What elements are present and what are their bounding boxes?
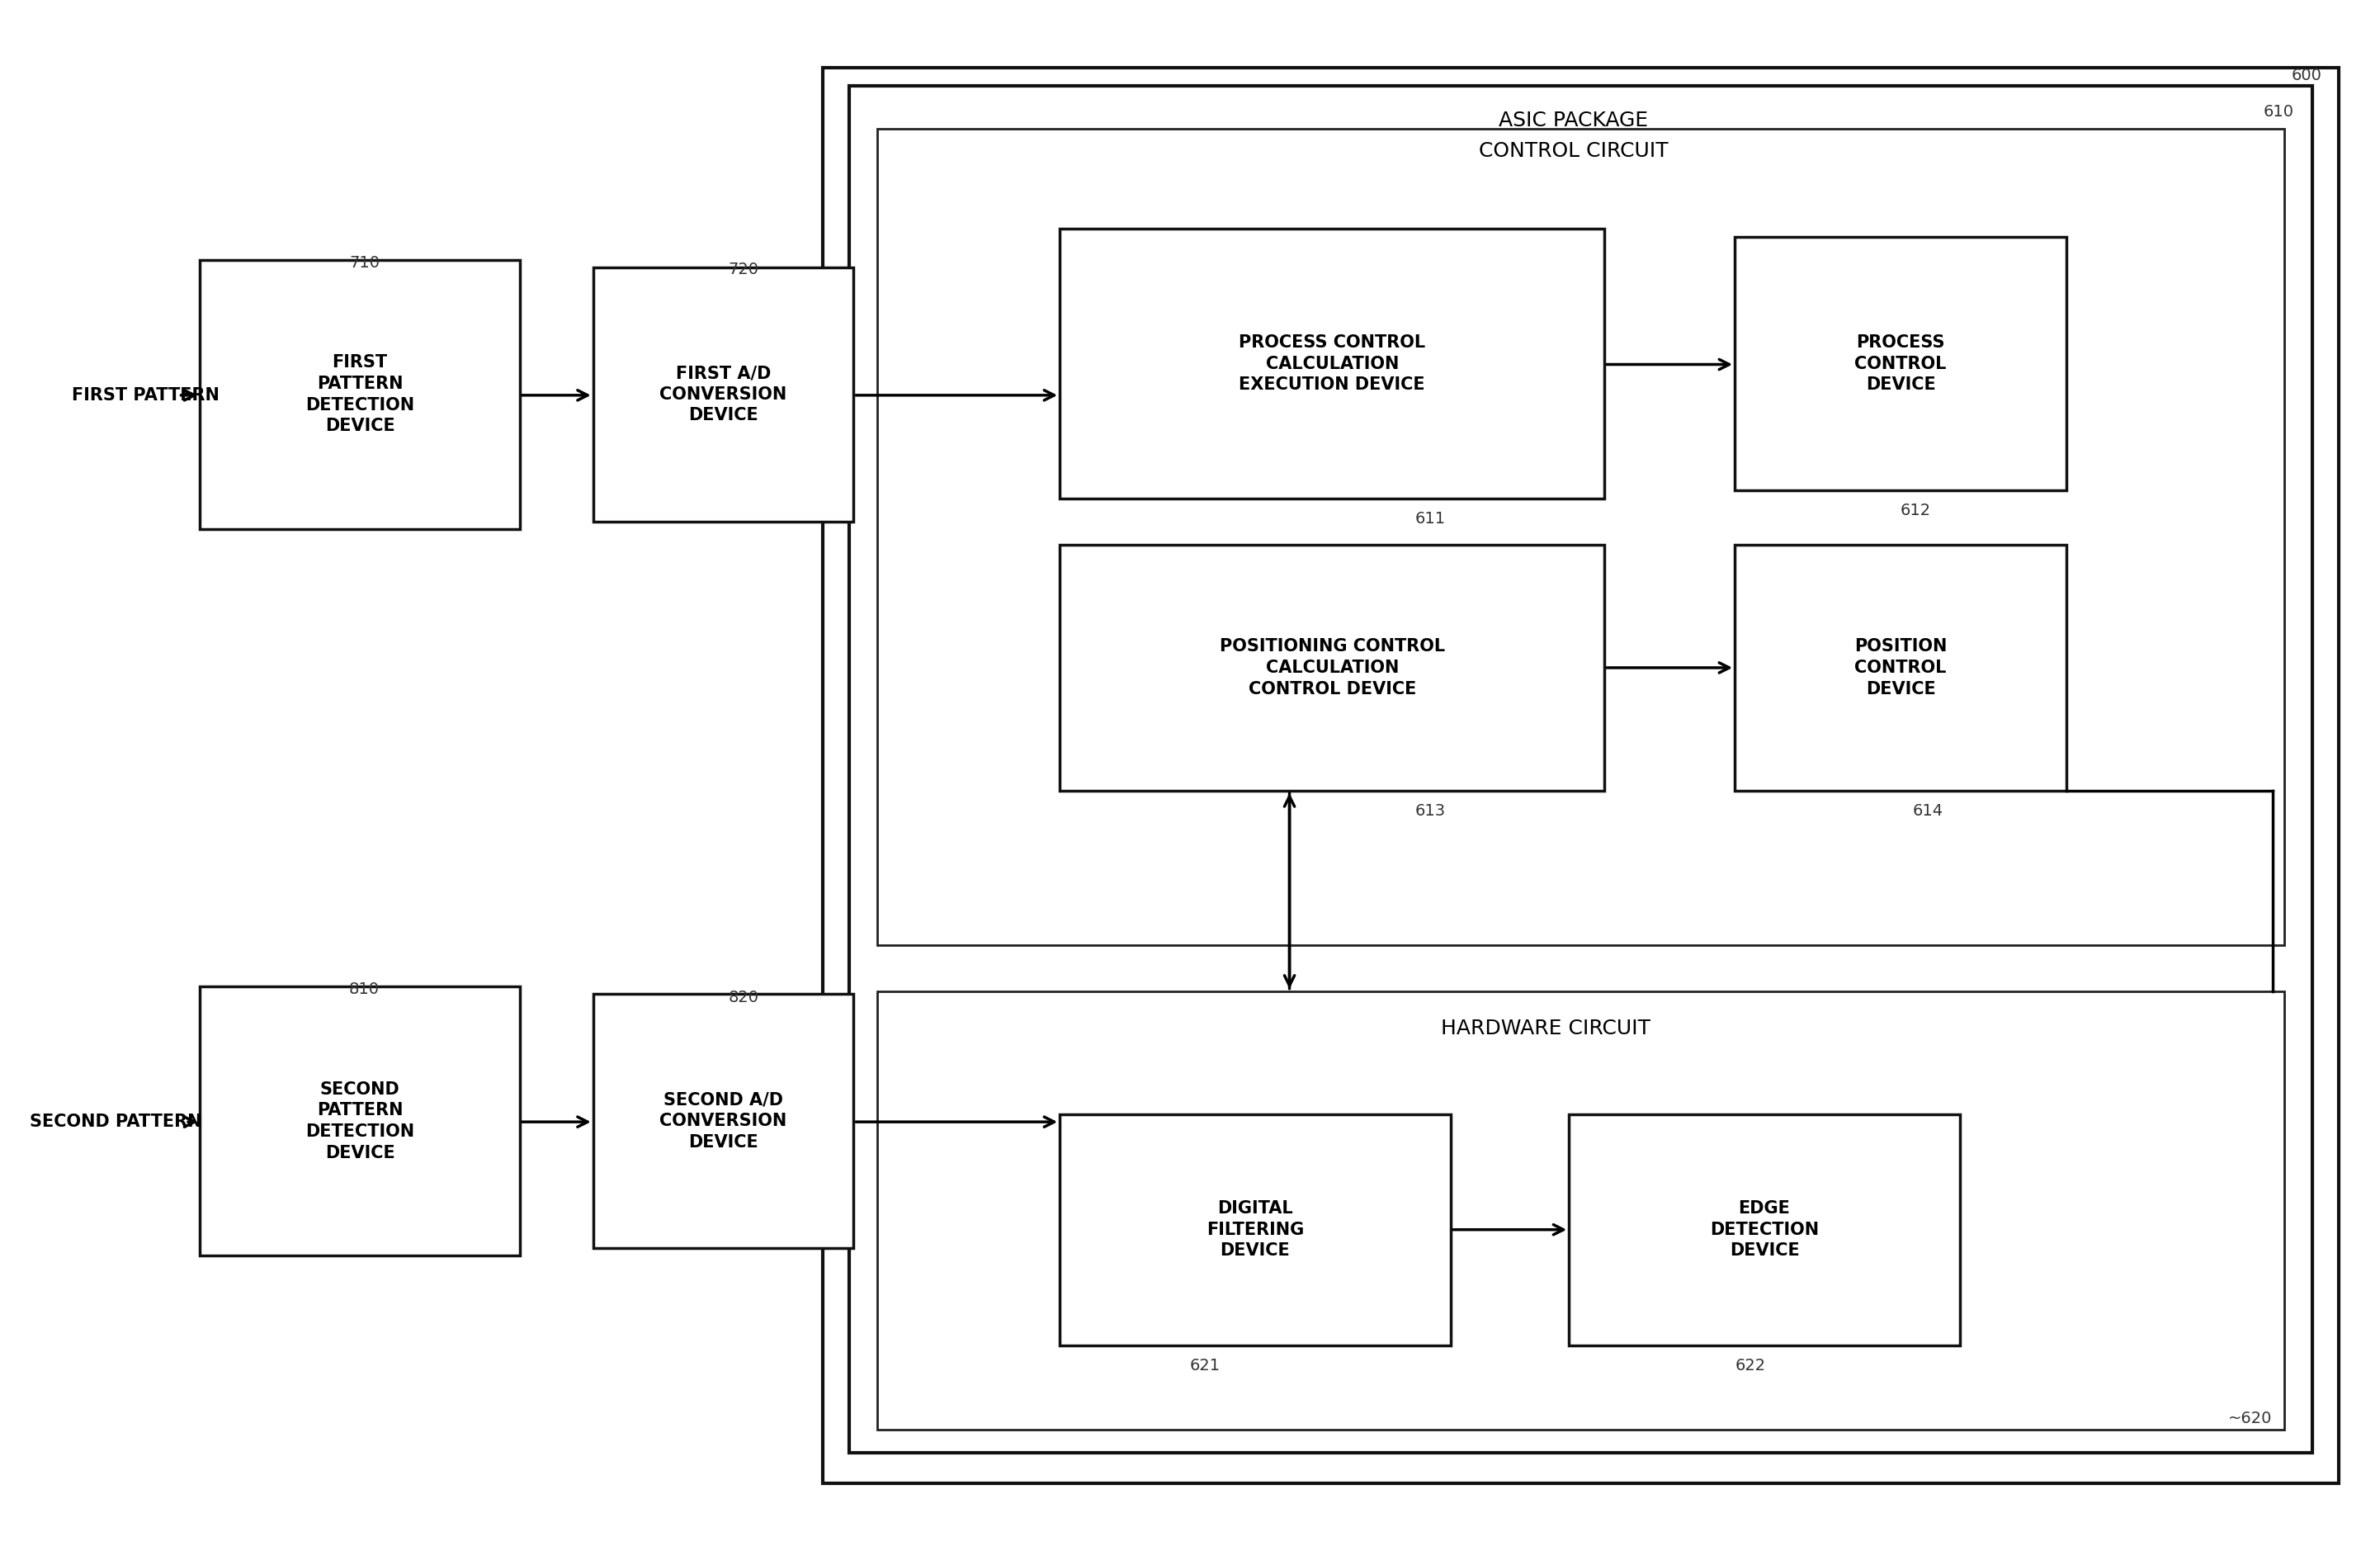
Bar (1059, 1114, 1449, 1345)
Bar (1059, 230, 1604, 498)
Text: 622: 622 (1735, 1357, 1766, 1373)
Text: CONTROL CIRCUIT: CONTROL CIRCUIT (1478, 141, 1668, 161)
Bar (878, 991, 2285, 1430)
Text: SECOND A/D
CONVERSION
DEVICE: SECOND A/D CONVERSION DEVICE (659, 1092, 788, 1151)
Bar (200, 986, 519, 1256)
Text: POSITIONING CONTROL
CALCULATION
CONTROL DEVICE: POSITIONING CONTROL CALCULATION CONTROL … (1219, 639, 1445, 696)
Bar (850, 85, 2313, 1453)
Bar (1059, 544, 1604, 791)
Text: HARDWARE CIRCUIT: HARDWARE CIRCUIT (1440, 1019, 1649, 1039)
Text: 600: 600 (2292, 67, 2323, 84)
Text: 612: 612 (1902, 503, 1930, 518)
Text: FIRST A/D
CONVERSION
DEVICE: FIRST A/D CONVERSION DEVICE (659, 364, 788, 423)
Text: PROCESS CONTROL
CALCULATION
EXECUTION DEVICE: PROCESS CONTROL CALCULATION EXECUTION DE… (1240, 335, 1426, 392)
Bar (1735, 237, 2066, 490)
Text: DIGITAL
FILTERING
DEVICE: DIGITAL FILTERING DEVICE (1207, 1200, 1304, 1259)
Text: 614: 614 (1914, 803, 1942, 819)
Text: FIRST PATTERN: FIRST PATTERN (71, 388, 219, 403)
Text: FIRST
PATTERN
DETECTION
DEVICE: FIRST PATTERN DETECTION DEVICE (305, 355, 414, 434)
Bar (878, 129, 2285, 945)
Text: SECOND PATTERN: SECOND PATTERN (29, 1114, 202, 1131)
Text: 610: 610 (2263, 104, 2294, 119)
Text: 621: 621 (1190, 1357, 1221, 1373)
Text: POSITION
CONTROL
DEVICE: POSITION CONTROL DEVICE (1854, 639, 1947, 696)
Bar (593, 994, 854, 1249)
Text: ~620: ~620 (2228, 1411, 2273, 1427)
Bar (1735, 544, 2066, 791)
Text: 613: 613 (1416, 803, 1445, 819)
Text: 710: 710 (350, 254, 381, 271)
Text: EDGE
DETECTION
DEVICE: EDGE DETECTION DEVICE (1709, 1200, 1818, 1259)
Bar (200, 259, 519, 529)
Text: 810: 810 (350, 982, 381, 997)
Text: PROCESS
CONTROL
DEVICE: PROCESS CONTROL DEVICE (1854, 335, 1947, 392)
Text: 720: 720 (728, 261, 759, 278)
Bar (823, 67, 2340, 1484)
Text: SECOND
PATTERN
DETECTION
DEVICE: SECOND PATTERN DETECTION DEVICE (305, 1081, 414, 1162)
Bar (593, 267, 854, 521)
Text: 820: 820 (728, 990, 759, 1005)
Bar (1568, 1114, 1959, 1345)
Text: ASIC PACKAGE: ASIC PACKAGE (1499, 110, 1649, 130)
Text: 611: 611 (1416, 510, 1445, 526)
